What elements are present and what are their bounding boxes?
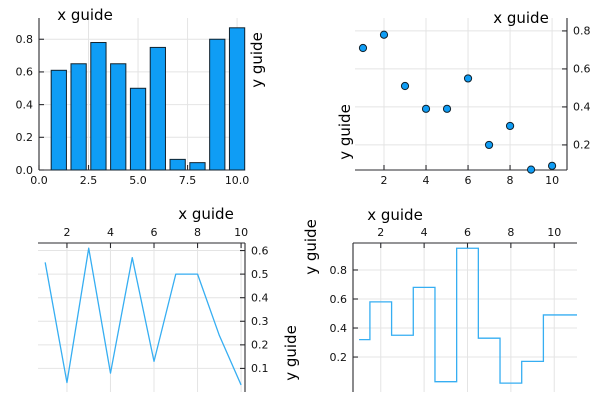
y-tick-label: 0.8 [16,33,34,46]
bar [90,42,107,171]
line-chart-plot-area: 2 4 6 8 10 0.1 0.2 0.3 0.4 0.5 0.6 [38,226,269,392]
x-tick-label: 8 [507,174,514,187]
bar [228,27,246,171]
y-tick-label: 0.4 [573,101,591,114]
y-tick-label: 0.8 [573,25,591,38]
y-tick-label: 0.2 [330,351,348,364]
y-tick-label: 0.2 [16,131,34,144]
y-tick-label: 0.2 [573,139,591,152]
bar [149,46,166,171]
x-tick-label: 8 [507,226,514,239]
y-tick-label: 0.4 [330,322,348,335]
bar [169,158,186,171]
bar [110,63,127,171]
bar [189,162,206,171]
x-tick-label: 10.0 [225,174,250,187]
step-series [359,247,577,384]
subplot-step-chart: 2 4 6 8 10 0.2 0.4 0.6 0.8 x guide y guide [300,200,600,400]
scatter-point [463,74,473,83]
line-series [44,247,242,386]
scatter-point [400,81,410,91]
x-tick-label: 6 [465,174,472,187]
y-tick-label: 0.6 [330,293,348,306]
x-tick-label: 7.5 [179,174,197,187]
y-tick-label: 0.1 [251,362,269,375]
step-chart-plot-area: 2 4 6 8 10 0.2 0.4 0.6 0.8 [330,226,577,392]
scatter-point [547,161,557,170]
subplot-line-chart: 2 4 6 8 10 0.1 0.2 0.3 0.4 0.5 0.6 x guide y guide [0,200,300,400]
scatter-point [505,121,515,131]
y-tick-label: 0.4 [16,98,34,111]
x-tick-label: 8 [194,226,201,239]
x-tick-label: 0.0 [30,174,48,187]
bar [70,63,87,171]
x-tick-label: 2 [377,226,384,239]
bar [129,87,147,171]
y-tick-label: 0.3 [251,315,269,328]
subplot-bar-chart: 0.0 2.5 5.0 7.5 10.0 0.0 0.2 0.4 0.6 0.8 x guide … [0,0,300,200]
y-tick-label: 0.6 [251,244,269,257]
y-tick-label: 0.6 [573,63,591,76]
bar-chart-plot-area: 0.0 2.5 5.0 7.5 10.0 0.0 0.2 0.4 0.6 0.8 [16,18,250,187]
subplot-scatter-chart: 2 4 6 8 10 0.2 0.4 0.6 0.8 x guide y guide [300,0,600,200]
x-tick-label: 6 [464,226,471,239]
scatter-point [358,43,368,53]
x-tick-label: 2 [63,226,70,239]
scatter-point [442,104,452,113]
x-tick-label: 4 [421,226,428,239]
bar [209,38,226,171]
y-tick-label: 0.4 [251,291,269,304]
x-tick-label: 10 [234,226,248,239]
y-tick-label: 0.8 [330,264,348,277]
x-tick-label: 2 [380,174,387,187]
x-tick-label: 4 [107,226,114,239]
scatter-point [484,140,494,150]
scatter-point [379,30,389,39]
x-tick-label: 10 [547,226,561,239]
x-tick-label: 2.5 [80,174,98,187]
x-tick-label: 4 [423,174,430,187]
bar [50,69,67,171]
scatter-point [421,104,431,113]
x-tick-label: 6 [151,226,158,239]
scatter-chart-plot-area: 2 4 6 8 10 0.2 0.4 0.6 0.8 [355,18,591,187]
x-tick-label: 10 [545,174,559,187]
y-tick-label: 0.0 [16,164,34,177]
x-tick-label: 5.0 [129,174,147,187]
y-tick-label: 0.6 [16,66,34,79]
y-tick-label: 0.5 [251,268,269,281]
y-tick-label: 0.2 [251,339,269,352]
scatter-point [526,165,536,174]
